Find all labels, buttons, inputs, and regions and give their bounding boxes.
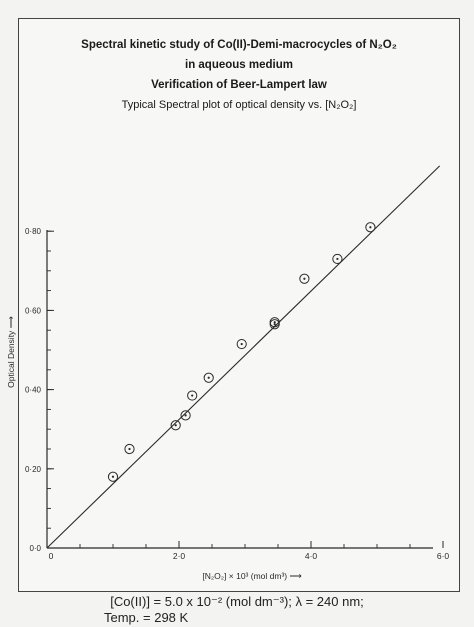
data-point bbox=[180, 410, 191, 421]
x-tick-label: 4·0 bbox=[305, 551, 318, 561]
y-tick-label: 0·0 bbox=[29, 544, 41, 553]
data-point bbox=[124, 443, 135, 455]
data-point bbox=[269, 317, 280, 328]
y-axis-label: Optical Density ⟶ bbox=[6, 315, 16, 388]
data-point bbox=[203, 372, 214, 383]
chart-title-line-2: in aqueous medium bbox=[185, 59, 293, 71]
data-point-center bbox=[128, 447, 131, 451]
y-tick-label: 0·60 bbox=[25, 306, 42, 315]
data-point-center bbox=[207, 376, 210, 379]
data-point bbox=[170, 420, 181, 431]
chart-frame: Spectral kinetic study of Co(II)-Demi-ma… bbox=[18, 18, 460, 592]
axis-labels: Optical Density ⟶ [N₂O₂] × 10³ (mol dm³)… bbox=[6, 315, 302, 581]
data-point-center bbox=[336, 257, 339, 261]
axes bbox=[46, 230, 433, 549]
data-point-center bbox=[303, 277, 306, 280]
title-block: Spectral kinetic study of Co(II)-Demi-ma… bbox=[19, 35, 459, 115]
x-tick-label: 0 bbox=[49, 551, 54, 561]
data-point-center bbox=[174, 424, 177, 427]
data-point bbox=[365, 222, 376, 233]
y-tick-label: 0·40 bbox=[25, 386, 42, 395]
data-point bbox=[332, 253, 343, 265]
data-point-center bbox=[273, 323, 276, 326]
y-tick-label: 0·20 bbox=[25, 465, 42, 474]
data-point-center bbox=[111, 475, 115, 478]
data-point-center bbox=[191, 394, 194, 397]
chart-subtitle: Typical Spectral plot of optical density… bbox=[121, 99, 357, 111]
chart-title-line-3: Verification of Beer-Lampert law bbox=[151, 79, 327, 91]
data-point-center bbox=[240, 342, 243, 346]
fit-line bbox=[46, 165, 441, 549]
ticks: 0 2·0 4·0 6·0 0·0 0·20 0·40 0·60 0·80 bbox=[25, 227, 449, 561]
data-point-center bbox=[273, 321, 276, 324]
data-point bbox=[107, 471, 119, 482]
fit-line-group bbox=[46, 165, 441, 549]
condition-line-1: [Co(II)] = 5.0 x 10⁻² (mol dm⁻³); λ = 24… bbox=[110, 594, 364, 609]
x-tick-label: 2·0 bbox=[173, 551, 186, 561]
data-point bbox=[299, 273, 310, 284]
data-point bbox=[236, 338, 247, 350]
x-axis-label: [N₂O₂] × 10³ (mol dm³) ⟶ bbox=[202, 571, 302, 581]
data-points bbox=[107, 222, 376, 482]
chart-title-line-1: Spectral kinetic study of Co(II)-Demi-ma… bbox=[81, 39, 397, 51]
data-point bbox=[187, 390, 198, 401]
y-tick-label: 0·80 bbox=[25, 227, 42, 236]
condition-line-2: Temp. = 298 K bbox=[104, 610, 189, 625]
data-point-center bbox=[369, 226, 372, 229]
data-point-center bbox=[184, 414, 187, 417]
x-tick-label: 6·0 bbox=[437, 551, 450, 561]
